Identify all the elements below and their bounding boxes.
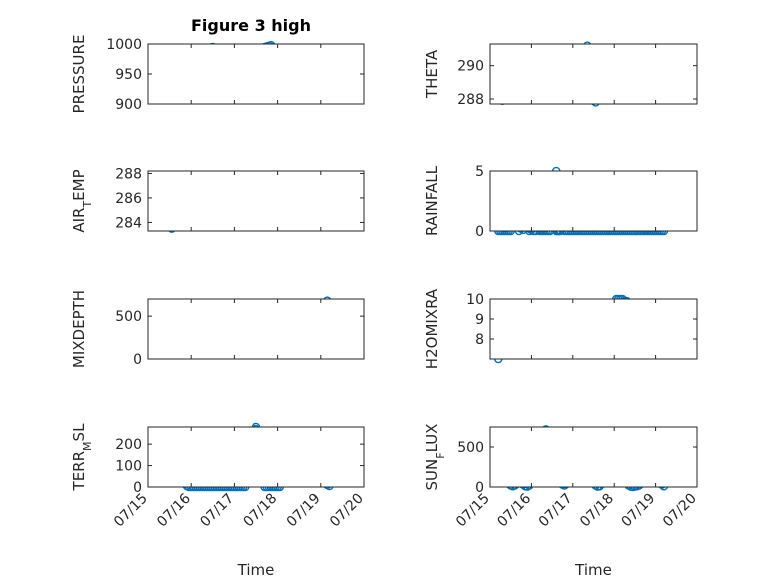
axes-frame xyxy=(489,298,698,360)
y-axis-label: H2OMIXRA xyxy=(423,288,441,369)
y-tick-label: 1000 xyxy=(106,37,142,53)
y-tick-label: 5 xyxy=(475,164,484,180)
axes-panel-rainfall: 0 5 RAINFALL xyxy=(423,164,698,240)
y-axis-label: MIXDEPTH xyxy=(70,290,88,368)
y-tick-label: 500 xyxy=(115,309,142,325)
y-tick-label: 288 xyxy=(115,166,142,182)
y-tick-label: 290 xyxy=(457,59,484,75)
y-axis-label-rest: LUX xyxy=(423,424,441,453)
y-tick-label: 0 xyxy=(133,352,142,368)
axes-panel-theta: 288 290 THETA xyxy=(423,41,698,108)
x-tick-label: 07/16 xyxy=(154,490,194,530)
y-axis-label: THETA xyxy=(423,49,441,99)
y-tick-label: 100 xyxy=(115,459,142,475)
axes-panel-mixdepth: 0 500 MIXDEPTH xyxy=(70,290,365,368)
x-tick-label: 07/19 xyxy=(619,491,659,531)
x-tick-label: 07/17 xyxy=(197,491,237,531)
y-tick-label: 286 xyxy=(115,191,142,207)
x-tick-label: 07/20 xyxy=(327,491,367,531)
axes-panel-pressure: 900 950 1000 PRESSURE xyxy=(70,35,365,114)
x-axis-label: Time xyxy=(237,561,275,579)
axes-frame xyxy=(147,43,365,105)
x-tick-label: 07/15 xyxy=(453,491,493,531)
y-tick-label: 900 xyxy=(115,97,142,113)
y-axis-label-main: MIXDEPTH xyxy=(70,290,88,368)
y-tick-label: 950 xyxy=(115,67,142,83)
y-axis-label-sub: T xyxy=(81,201,94,209)
y-axis-label: AIRTEMP xyxy=(70,169,94,232)
chart-title: Figure 3 high xyxy=(191,16,311,35)
y-axis-label: TERRMSL xyxy=(70,423,94,492)
y-axis-label-main: AIR xyxy=(70,208,88,233)
axes-panel-air: 284 286 288 AIRTEMP xyxy=(70,166,365,233)
y-axis-label-sub: M xyxy=(81,441,94,451)
axes-frame xyxy=(489,43,698,105)
y-tick-label: 9 xyxy=(475,312,484,328)
y-axis-label-main: TERR xyxy=(70,451,88,492)
axes-panel-h2omixra: 8 9 10 H2OMIXRA xyxy=(423,288,698,369)
x-tick-label: 07/15 xyxy=(111,491,151,531)
axes-panel-sun: 0 500 07/15 07/16 07/17 07/18 07/19 07/20 SUNFLU… xyxy=(423,424,700,579)
y-axis-label-rest: SL xyxy=(70,423,88,442)
x-tick-label: 07/18 xyxy=(577,491,617,531)
y-tick-label: 500 xyxy=(457,440,484,456)
x-tick-label: 07/18 xyxy=(241,491,281,531)
y-axis-label-rest: EMP xyxy=(70,169,88,200)
y-tick-label: 8 xyxy=(475,332,484,348)
y-tick-label: 0 xyxy=(133,480,142,496)
x-tick-label: 07/17 xyxy=(536,491,576,531)
x-tick-label: 07/16 xyxy=(494,490,534,530)
y-axis-label-main: THETA xyxy=(423,49,441,99)
axes-frame xyxy=(489,170,698,232)
axes-frame xyxy=(147,298,365,360)
axes-frame xyxy=(147,170,365,232)
y-axis-label-main: PRESSURE xyxy=(70,35,88,114)
y-tick-label: 200 xyxy=(115,437,142,453)
axes-frame xyxy=(147,426,365,488)
x-tick-label: 07/19 xyxy=(284,491,324,531)
x-tick-label: 07/20 xyxy=(660,491,700,531)
y-tick-label: 0 xyxy=(475,480,484,496)
y-axis-label: PRESSURE xyxy=(70,35,88,114)
y-axis-label-main: SUN xyxy=(423,459,441,491)
y-axis-label-sub: F xyxy=(434,452,447,458)
axes-frame xyxy=(489,426,698,488)
y-axis-label-main: RAINFALL xyxy=(423,165,441,236)
axes-panel-terr: 0 100 200 07/15 07/16 07/17 07/18 07/19 07/20 TER… xyxy=(70,422,367,579)
y-tick-label: 284 xyxy=(115,215,142,231)
y-axis-label: SUNFLUX xyxy=(423,424,447,491)
y-tick-label: 10 xyxy=(466,292,484,308)
y-axis-label: RAINFALL xyxy=(423,165,441,236)
y-tick-label: 288 xyxy=(457,92,484,108)
y-axis-label-main: H2OMIXRA xyxy=(423,288,441,369)
y-tick-label: 0 xyxy=(475,224,484,240)
x-axis-label: Time xyxy=(574,561,612,579)
